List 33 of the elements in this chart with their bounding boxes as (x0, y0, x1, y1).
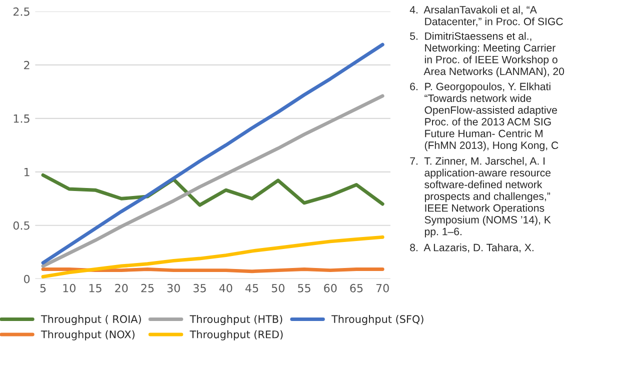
text: 6. P. Georgopoulos, Y. Elkhati “Towards network wide OpenFlow-assisted adaptive Proc. of the 2013 ACM SIG Future Human- Centric M (FhMN 2013), Hong Kong, C (410, 82, 558, 152)
x-tick-label: 40 (219, 284, 232, 292)
text: 8. A Lazaris, D. Tahara, X. (410, 244, 534, 253)
x-tick-label: 25 (141, 284, 154, 292)
text: 7. T. Zinner, M. Jarschel, A. I application-aware resource software-defined network prospects and challenges,” IEEE Network Operations Symposium (NOMS ’14), K pp. 1–6. (410, 157, 551, 238)
x-tick-label: 55 (298, 284, 310, 292)
x-tick-label: 45 (245, 284, 258, 292)
line-series (41, 235, 384, 278)
x-tick-label: 10 (63, 284, 76, 292)
legend-label: Throughput (HTB) (190, 314, 282, 326)
x-tick-label: 15 (89, 284, 102, 292)
y-tick-label: 2.5 (13, 7, 30, 16)
line-series (41, 42, 384, 265)
y-tick-label: 1.5 (14, 114, 30, 123)
x-tick-label: 30 (167, 284, 180, 292)
text: 4. ArsalanTavakoli et al, “A Datacenter,” in Proc. Of SIGC (410, 6, 563, 26)
y-tick-label: 1 (24, 168, 30, 176)
legend-label: Throughput (SFQ) (331, 314, 424, 326)
x-tick-label: 70 (376, 284, 389, 292)
x-tick-label: 65 (350, 284, 363, 292)
x-tick-label: 50 (272, 284, 284, 292)
x-tick-label: 60 (324, 284, 337, 292)
y-tick-label: 2 (24, 60, 30, 70)
text: 5. DimitriStaessens et al., Networking: Meeting Carrier in Proc. of IEEE Workshop o Area Networks (LANMAN), 20 (410, 32, 564, 78)
y-tick-label: 0.5 (13, 221, 30, 230)
y-tick-label: 0 (24, 274, 30, 284)
legend-label: Throughput ( ROIA) (40, 314, 141, 326)
legend-label: Throughput (NOX) (40, 330, 134, 340)
x-tick-label: 20 (115, 284, 128, 292)
legend-label: Throughput (RED) (190, 330, 283, 340)
x-tick-label: 35 (194, 284, 206, 292)
x-tick-label: 5 (40, 284, 46, 292)
line-series (41, 94, 384, 268)
